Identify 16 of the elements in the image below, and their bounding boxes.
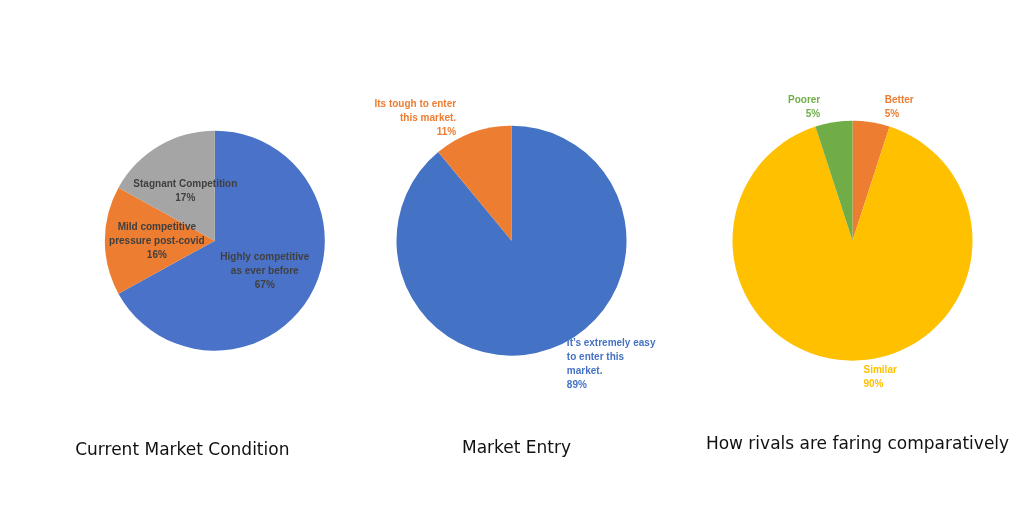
data-label: 89% [566, 379, 587, 391]
text: Market Entry [461, 436, 572, 457]
data-label: 90% [863, 378, 884, 390]
data-label: 5% [805, 107, 821, 119]
data-label: 17% [175, 192, 196, 204]
data-label: 67% [254, 278, 275, 290]
text: How rivals are faring comparatively [705, 432, 1010, 453]
slice-label: Similar [863, 364, 897, 376]
slice-label: Highly competitive as ever before [220, 250, 310, 276]
data-label: 16% [146, 249, 167, 261]
data-label: 5% [884, 107, 900, 119]
data-label: 11% [436, 125, 457, 137]
slice-label: Poorer [787, 93, 821, 105]
slice-label: Its tough to enter this market. [374, 97, 457, 123]
text: Current Market Condition [75, 438, 290, 459]
slice-label: Better [884, 93, 914, 105]
